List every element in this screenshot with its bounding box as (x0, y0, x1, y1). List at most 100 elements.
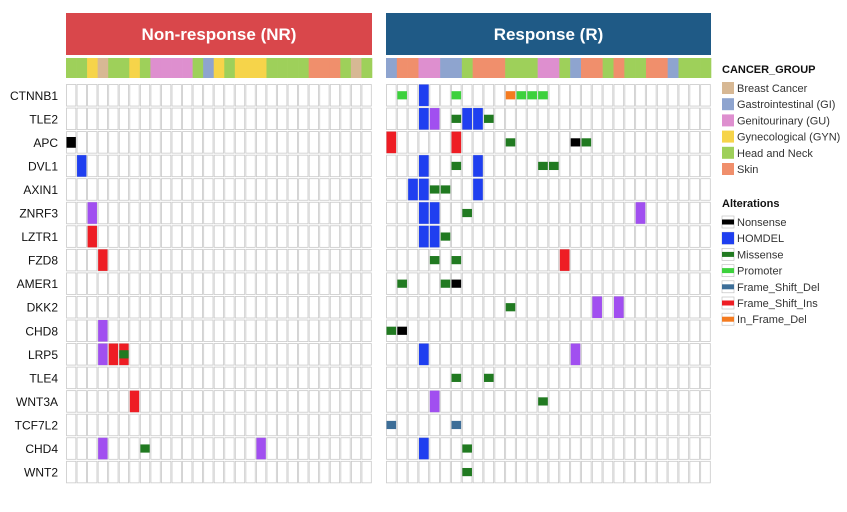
grid-cell (118, 107, 130, 131)
grid-cell (298, 343, 309, 366)
grid-cell (298, 154, 309, 178)
grid-cell (472, 201, 484, 225)
grid-cell (76, 201, 87, 225)
grid-cell (150, 84, 161, 107)
legend-label-frame-shift-ins: Frame_Shift_Ins (737, 298, 818, 310)
grid-cell (602, 413, 614, 437)
legend-label-missense: Missense (737, 249, 783, 261)
grid-cell (256, 366, 267, 390)
grid-cell (118, 460, 130, 484)
grid-cell (451, 319, 462, 342)
grid-cell (256, 413, 267, 437)
grid-cell (689, 201, 700, 225)
grid-cell (129, 178, 140, 201)
grid-cell (429, 413, 440, 437)
grid-cell (87, 460, 98, 484)
grid-cell (548, 201, 560, 225)
grid-cell (526, 131, 538, 154)
grid-cell (213, 460, 224, 484)
grid-cell (396, 460, 408, 484)
grid-cell (192, 178, 203, 201)
grid-cell (171, 460, 182, 484)
grid-cell (461, 225, 473, 248)
grid-cell (203, 296, 214, 319)
alteration-homdel-dvl1 (419, 155, 429, 177)
alteration-genitourinary-wnt3a (429, 390, 440, 413)
grid-cell (192, 84, 203, 107)
grid-cell (256, 131, 267, 154)
grid-cell (407, 272, 419, 295)
grid-cell (483, 178, 495, 201)
grid-cell (340, 390, 351, 413)
grid-cell (319, 84, 330, 107)
grid-cell (548, 296, 560, 319)
gene-label-ctnnb1: CTNNB1 (10, 89, 58, 103)
grid-cell (87, 84, 98, 107)
grid-cell (537, 460, 549, 484)
grid-cell (171, 178, 182, 201)
grid-cell (139, 225, 151, 248)
grid-cell (656, 272, 668, 295)
annotation-cell (418, 58, 430, 78)
grid-cell (472, 390, 484, 413)
grid-cell (298, 437, 309, 460)
grid-cell (108, 319, 119, 342)
grid-cell (308, 131, 319, 154)
legend-swatch-genitourinary-gu (722, 114, 734, 127)
grid-cell (667, 366, 679, 390)
gene-label-dkk2: DKK2 (27, 301, 59, 315)
grid-cell (76, 437, 87, 460)
grid-cell (340, 201, 351, 225)
alteration-nonsense-amer1 (451, 279, 462, 288)
annotation-cell (139, 58, 151, 78)
grid-cell (667, 390, 679, 413)
grid-cell (277, 319, 288, 342)
grid-cell (472, 319, 484, 342)
grid-cell (440, 366, 451, 390)
grid-cell (624, 201, 635, 225)
grid-cell (224, 225, 235, 248)
grid-cell (418, 366, 430, 390)
grid-cell (245, 413, 256, 437)
grid-cell (287, 131, 298, 154)
grid-cell (505, 178, 516, 201)
grid-cell (87, 319, 98, 342)
grid-cell (97, 225, 108, 248)
grid-cell (700, 84, 711, 107)
grid-cell (234, 248, 246, 272)
annotation-cell (245, 58, 257, 78)
grid-cell (570, 366, 581, 390)
grid-cell (66, 272, 77, 295)
grid-cell (418, 460, 430, 484)
grid-cell (537, 319, 549, 342)
grid-cell (329, 390, 341, 413)
grid-cell (635, 343, 646, 366)
grid-cell (329, 437, 341, 460)
grid-cell (689, 84, 700, 107)
grid-cell (329, 131, 341, 154)
grid-cell (689, 131, 700, 154)
grid-cell (559, 390, 570, 413)
grid-cell (161, 437, 172, 460)
gene-label-lrp5: LRP5 (28, 348, 58, 362)
grid-cell (472, 131, 484, 154)
grid-cell (97, 84, 108, 107)
grid-cell (266, 201, 277, 225)
grid-cell (581, 248, 592, 272)
grid-cell (472, 413, 484, 437)
alteration-missense-lrp5 (119, 350, 129, 359)
grid-cell (97, 390, 108, 413)
grid-cell (76, 343, 87, 366)
grid-cell (591, 366, 603, 390)
grid-cell (505, 107, 516, 131)
grid-cell (494, 154, 505, 178)
grid-cell (396, 390, 408, 413)
alteration-homdel-ctnnb1 (419, 84, 429, 107)
grid-cell (308, 272, 319, 295)
grid-cell (224, 131, 235, 154)
grid-cell (396, 225, 408, 248)
grid-cell (548, 437, 560, 460)
annotation-cell (559, 58, 571, 78)
grid-cell (429, 154, 440, 178)
grid-cell (602, 131, 614, 154)
